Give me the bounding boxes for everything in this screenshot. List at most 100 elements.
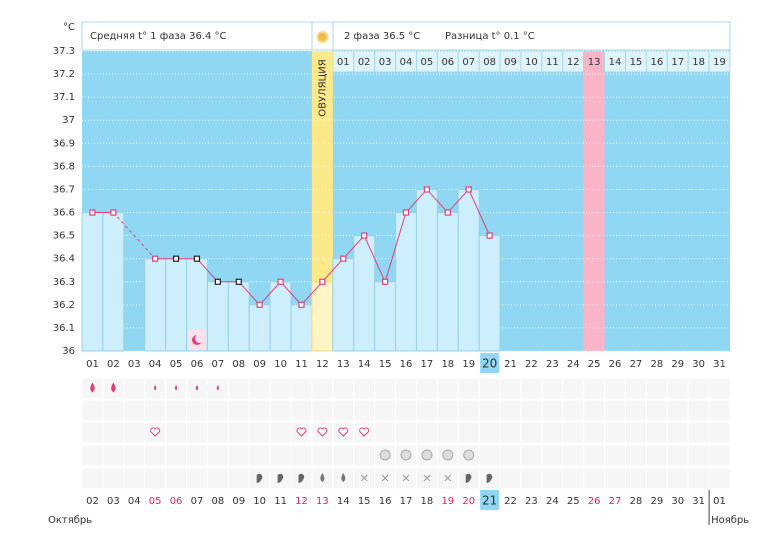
icon-cell bbox=[227, 399, 250, 422]
y-tick-label: 37.1 bbox=[53, 92, 75, 103]
date-label: 24 bbox=[546, 496, 559, 507]
date-label: 05 bbox=[149, 496, 162, 507]
marker bbox=[444, 209, 451, 216]
cross-icon bbox=[444, 474, 452, 482]
marker bbox=[214, 278, 221, 285]
month-label: Ноябрь bbox=[711, 515, 749, 526]
mucus-icon bbox=[465, 473, 472, 483]
phase1-box bbox=[81, 21, 313, 51]
date-label: 19 bbox=[441, 496, 454, 507]
marker bbox=[235, 278, 242, 285]
drop-icon bbox=[195, 385, 199, 391]
y-tick-label: 36 bbox=[62, 346, 75, 357]
marker bbox=[361, 232, 368, 239]
cross-icon bbox=[402, 474, 410, 482]
icon-cell bbox=[478, 399, 501, 422]
bar bbox=[165, 258, 188, 352]
phase2-day-label: 09 bbox=[504, 57, 517, 68]
icon-cell bbox=[186, 444, 208, 467]
date-label: 25 bbox=[567, 496, 580, 507]
icon-cell bbox=[227, 377, 250, 400]
date-label: 06 bbox=[170, 496, 183, 507]
icon-cell bbox=[708, 399, 731, 422]
icon-cell bbox=[541, 421, 564, 444]
icon-cell bbox=[332, 377, 355, 400]
marker bbox=[298, 301, 305, 308]
icon-cell bbox=[311, 377, 334, 400]
phase1-text: Средняя t° 1 фаза 36.4 °C bbox=[90, 31, 227, 42]
y-tick-label: 37.2 bbox=[53, 69, 75, 80]
icon-cell bbox=[81, 421, 104, 444]
heart-icon bbox=[150, 427, 161, 437]
icon-cell bbox=[562, 467, 585, 490]
marker bbox=[277, 278, 284, 285]
marker bbox=[319, 278, 326, 285]
icon-cell bbox=[311, 399, 334, 422]
icon-cell bbox=[708, 467, 731, 490]
icon-cell bbox=[645, 377, 668, 400]
y-tick-label: 36.1 bbox=[53, 323, 75, 334]
mucus-icon bbox=[256, 473, 263, 483]
circle-icon bbox=[400, 449, 412, 461]
icon-cell bbox=[604, 467, 626, 490]
icon-cell bbox=[562, 399, 585, 422]
icon-cell bbox=[165, 399, 188, 422]
icon-cell bbox=[562, 377, 585, 400]
phase2-day-label: 16 bbox=[650, 57, 663, 68]
bar bbox=[81, 212, 104, 352]
icon-cell bbox=[206, 399, 229, 422]
bar bbox=[374, 281, 397, 352]
date-label: 13 bbox=[316, 496, 329, 507]
y-tick-label: 37.3 bbox=[53, 46, 75, 57]
drop-icon bbox=[216, 385, 220, 391]
icon-cell bbox=[666, 421, 689, 444]
icon-cell bbox=[102, 467, 125, 490]
icon-cell bbox=[499, 444, 522, 467]
y-tick-label: 36.4 bbox=[53, 254, 75, 265]
icon-cell bbox=[436, 399, 459, 422]
phase2-day-cell bbox=[708, 50, 731, 73]
cross-icon bbox=[423, 474, 431, 482]
phase2-day-label: 07 bbox=[462, 57, 475, 68]
icon-cell bbox=[248, 399, 271, 422]
sun-icon bbox=[316, 31, 329, 43]
bar bbox=[102, 212, 125, 352]
marker bbox=[256, 301, 263, 308]
icon-cell bbox=[415, 399, 438, 422]
icon-cell bbox=[624, 467, 647, 490]
phase2-day-label: 02 bbox=[358, 57, 371, 68]
bar bbox=[206, 281, 229, 352]
icon-cell bbox=[604, 377, 626, 400]
icon-cell bbox=[666, 399, 689, 422]
icon-cell bbox=[311, 444, 334, 467]
bar bbox=[248, 304, 271, 352]
day-label: 03 bbox=[128, 359, 141, 370]
day-label: 01 bbox=[86, 359, 99, 370]
icon-cell bbox=[227, 444, 250, 467]
icon-cell bbox=[123, 399, 146, 422]
day-label: 23 bbox=[546, 359, 559, 370]
date-label: 01 bbox=[713, 496, 726, 507]
icon-cell bbox=[687, 421, 710, 444]
phase2-day-label: 08 bbox=[483, 57, 496, 68]
icon-cell bbox=[499, 421, 522, 444]
icon-cell bbox=[687, 467, 710, 490]
icon-cell bbox=[415, 421, 438, 444]
day-label: 22 bbox=[525, 359, 538, 370]
phase2-day-label: 14 bbox=[609, 57, 622, 68]
bar bbox=[395, 212, 417, 352]
marker bbox=[110, 209, 117, 216]
day-label: 27 bbox=[630, 359, 643, 370]
icon-cell bbox=[248, 444, 271, 467]
heart-icon bbox=[359, 427, 370, 437]
icon-cell bbox=[478, 377, 501, 400]
day-label: 18 bbox=[441, 359, 454, 370]
bar bbox=[415, 188, 438, 352]
circle-icon bbox=[421, 449, 433, 461]
date-label: 31 bbox=[692, 496, 705, 507]
icon-cell bbox=[206, 444, 229, 467]
y-tick-label: 36.7 bbox=[53, 184, 75, 195]
marker bbox=[152, 255, 159, 262]
bar bbox=[269, 281, 292, 352]
bar bbox=[457, 188, 480, 352]
